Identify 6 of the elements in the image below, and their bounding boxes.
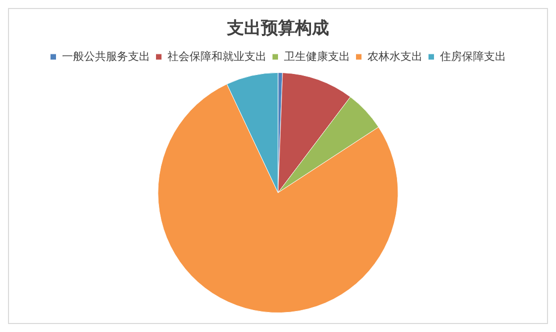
legend-label: 卫生健康支出 [284, 50, 350, 63]
legend-label: 农林水支出 [367, 50, 422, 63]
legend-label: 住房保障支出 [440, 50, 506, 63]
chart-title: 支出预算构成 [226, 18, 329, 39]
legend-label: 社会保障和就业支出 [167, 50, 266, 63]
legend-label: 一般公共服务支出 [62, 50, 150, 63]
